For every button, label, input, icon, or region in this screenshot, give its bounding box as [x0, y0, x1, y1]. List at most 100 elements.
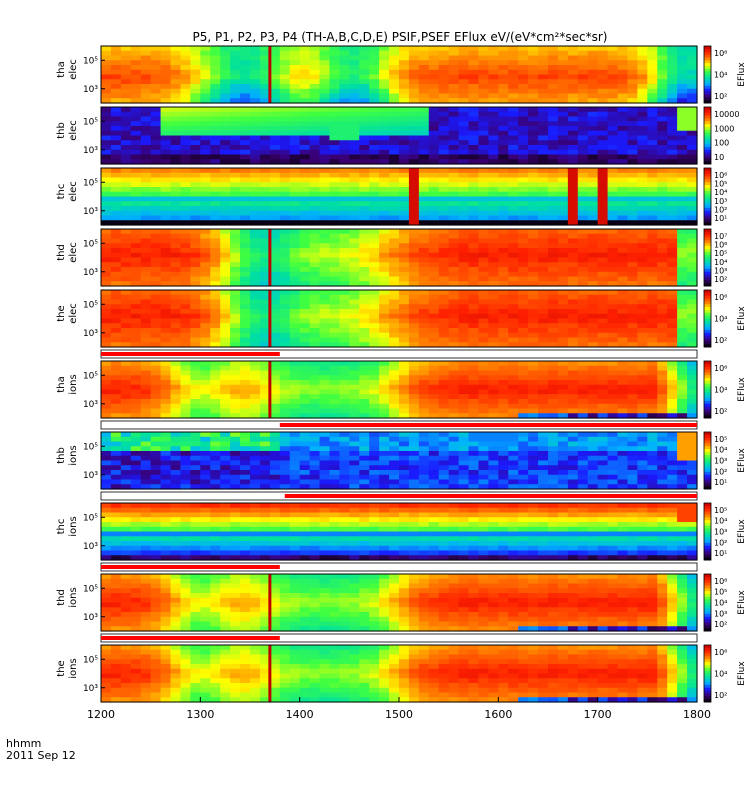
spectrogram-cell — [687, 215, 698, 221]
spectrogram-cell — [557, 210, 569, 217]
spectrogram-cell — [577, 182, 589, 188]
spectrogram-cell — [160, 196, 172, 202]
spectrogram-cell — [220, 375, 231, 381]
spectrogram-cell — [557, 149, 569, 156]
spectrogram-cell — [190, 126, 201, 132]
spectrogram-cell — [220, 206, 231, 212]
spectrogram-cell — [359, 441, 370, 447]
spectrogram-cell — [130, 465, 142, 471]
spectrogram-cell — [657, 93, 668, 99]
spectrogram-cell — [567, 313, 579, 320]
spectrogram-cell — [101, 370, 112, 376]
spectrogram-cell — [657, 84, 668, 90]
spectrogram-cell — [379, 436, 390, 443]
spectrogram-cell — [438, 93, 450, 99]
spectrogram-cell — [240, 460, 251, 466]
spectrogram-cell — [538, 191, 549, 198]
spectrogram-cell — [677, 370, 688, 376]
spectrogram-cell — [607, 69, 619, 76]
colorbar-segment — [704, 168, 711, 172]
spectrogram-cell — [279, 55, 291, 61]
spectrogram-cell — [448, 394, 460, 400]
spectrogram-cell — [379, 126, 390, 132]
spectrogram-cell — [667, 337, 678, 343]
spectrogram-cell — [210, 370, 221, 376]
spectrogram-cell — [518, 130, 529, 137]
spectrogram-cell — [220, 465, 231, 471]
spectrogram-cell — [617, 172, 629, 179]
spectrogram-cell — [597, 130, 609, 137]
spectrogram-cell — [220, 191, 231, 198]
spectrogram-cell — [279, 130, 291, 137]
spectrogram-cell — [518, 111, 529, 118]
spectrogram-cell — [190, 361, 201, 367]
spectrogram-cell — [607, 309, 619, 315]
spectrogram-cell — [488, 370, 499, 376]
spectrogram-cell — [478, 318, 489, 324]
spectrogram-cell — [399, 403, 410, 410]
spectrogram-cell — [687, 220, 698, 226]
spectrogram-cell — [458, 111, 470, 118]
spectrogram-cell — [289, 365, 301, 372]
spectrogram-cell — [508, 154, 519, 160]
spectrogram-cell — [379, 46, 390, 52]
spectrogram-cell — [428, 215, 440, 221]
colorbar-tick-label: 10⁶ — [714, 293, 727, 302]
spectrogram-cell — [101, 441, 112, 447]
spectrogram-cell — [240, 399, 251, 405]
spectrogram-cell — [518, 93, 529, 99]
spectrogram-cell — [101, 210, 112, 217]
spectrogram-cell — [438, 210, 450, 217]
spectrogram-cell — [518, 149, 529, 156]
spectrogram-cell — [250, 140, 261, 146]
spectrogram-cell — [617, 46, 629, 52]
spectrogram-cell — [130, 172, 142, 179]
spectrogram-cell — [607, 107, 619, 113]
spectrogram-cell — [389, 394, 400, 400]
spectrogram-cell — [200, 121, 211, 127]
spectrogram-cell — [389, 140, 400, 146]
spectrogram-cell — [379, 271, 390, 278]
spectrogram-cell — [637, 276, 648, 282]
spectrogram-cell — [220, 460, 231, 466]
panel-frame — [100, 228, 698, 287]
spectrogram-cell — [428, 107, 440, 113]
spectrogram-cell — [190, 271, 201, 278]
spectrogram-cell — [418, 238, 430, 244]
spectrogram-cell — [687, 191, 698, 198]
spectrogram-cell — [389, 460, 400, 466]
spectrogram-cell — [140, 201, 152, 207]
spectrogram-cell — [259, 243, 271, 249]
spectrogram-cell — [637, 116, 648, 122]
spectrogram-cell — [170, 380, 182, 386]
spectrogram-cell — [349, 323, 360, 329]
spectrogram-cell — [468, 145, 480, 151]
spectrogram-cell — [220, 408, 231, 414]
spectrogram-cell — [210, 215, 221, 221]
spectrogram-cell — [408, 55, 420, 61]
spectrogram-cell — [130, 46, 142, 52]
spectrogram-cell — [389, 220, 400, 226]
spectrogram-cell — [687, 370, 698, 376]
spectrogram-cell — [250, 432, 261, 438]
spectrogram-cell — [240, 342, 251, 348]
spectrogram-cell — [418, 365, 430, 372]
spectrogram-cell — [587, 276, 599, 282]
spectrogram-cell — [557, 98, 569, 104]
spectrogram-cell — [677, 201, 688, 207]
spectrogram-cell — [190, 74, 201, 80]
spectrogram-cell — [240, 177, 251, 183]
spectrogram-cell — [667, 130, 678, 137]
spectrogram-cell — [438, 294, 450, 301]
spectrogram-cell — [677, 140, 688, 146]
spectrogram-cell — [289, 111, 301, 118]
spectrogram-cell — [130, 74, 142, 80]
spectrogram-cell — [150, 238, 162, 244]
spectrogram-cell — [488, 196, 499, 202]
spectrogram-cell — [289, 403, 301, 410]
spectrogram-cell — [518, 304, 529, 310]
spectrogram-cell — [418, 84, 430, 90]
spectrogram-cell — [637, 46, 648, 52]
spectrogram-cell — [180, 210, 191, 217]
spectrogram-cell — [210, 229, 221, 235]
